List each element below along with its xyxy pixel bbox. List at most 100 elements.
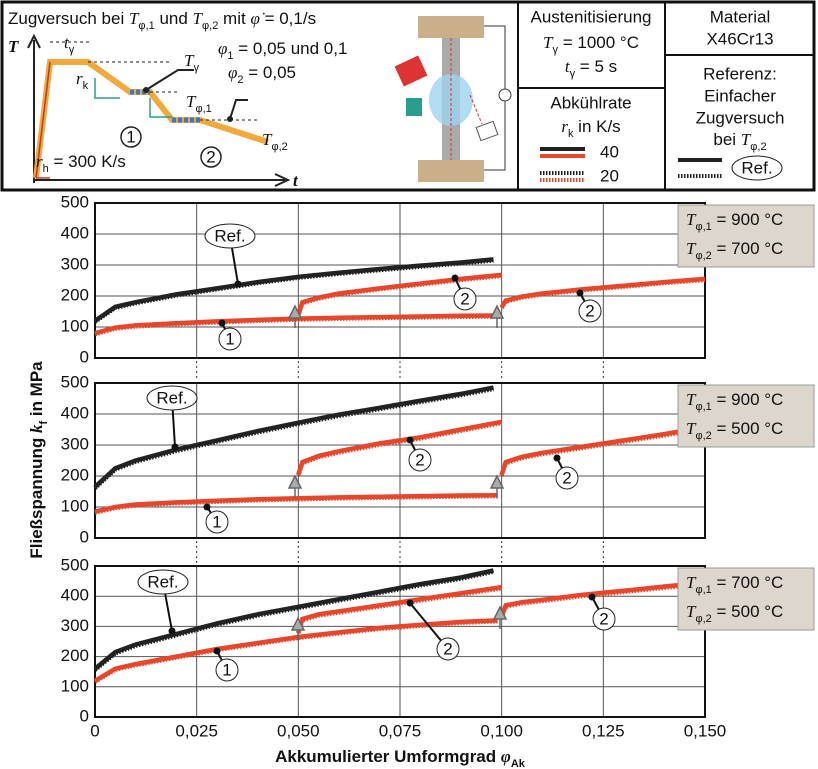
- text-part: φ: [218, 39, 227, 58]
- series-line: [94, 419, 706, 514]
- y-tick-label: 300: [61, 434, 89, 453]
- label-shape: [408, 448, 432, 472]
- text-part: = 0,05: [244, 63, 296, 82]
- text-part: h: [43, 163, 49, 175]
- label: 2: [206, 147, 215, 166]
- text-part: k: [27, 424, 46, 433]
- annotation: 2: [599, 609, 608, 628]
- machine: [394, 16, 512, 182]
- text-part: T: [686, 210, 697, 229]
- condition-box: [677, 384, 815, 448]
- text-part: T: [186, 92, 197, 111]
- text-part: = 0,05 und 0,1: [234, 39, 348, 58]
- text-part: t: [565, 57, 571, 76]
- text-part: T: [686, 419, 697, 438]
- text-part: φ,2: [202, 20, 218, 32]
- callout-dot: [588, 593, 596, 601]
- rich-text: Tφ,2: [262, 130, 288, 153]
- annotation: 2: [460, 289, 469, 308]
- rich-text: Tφ,1: [186, 92, 212, 115]
- label: X46Cr13: [706, 29, 773, 48]
- text-part: T: [8, 37, 19, 56]
- label-shape: [555, 466, 579, 490]
- text-part: = 500 °C: [712, 419, 784, 438]
- label-shape: [453, 287, 477, 311]
- jump-arrow: [290, 616, 306, 640]
- text-part: γ: [570, 68, 576, 80]
- y-tick-label: 500: [61, 555, 89, 574]
- callout-dot: [203, 503, 211, 511]
- jump-arrow: [287, 304, 303, 328]
- text-part: = 900 °C: [712, 390, 784, 409]
- rich-text: rk: [76, 69, 89, 92]
- annotation: 2: [415, 450, 424, 469]
- rich-text: Tφ,1 = 700 °C: [686, 573, 783, 596]
- y-tick-label: 0: [80, 706, 89, 725]
- text-part: Ak: [511, 758, 526, 769]
- annotation: 2: [562, 468, 571, 487]
- series-line: [93, 257, 494, 323]
- label-shape: [205, 510, 229, 534]
- jump-arrow: [489, 304, 505, 328]
- condition-box: [677, 204, 815, 268]
- label: Zugversuch: [696, 108, 785, 127]
- text-part: = 1000 °C: [558, 33, 639, 52]
- annotation: Ref.: [156, 388, 187, 407]
- rich-text: tγ = 5 s: [565, 57, 617, 80]
- schematic: [27, 33, 291, 187]
- label-shape: [592, 607, 616, 631]
- y-tick-label: 300: [61, 616, 89, 635]
- text-part: k: [83, 80, 89, 92]
- text-part: und: [155, 9, 193, 28]
- text-part: f: [38, 421, 50, 425]
- callout-dot: [218, 319, 226, 327]
- text-part: T: [686, 390, 697, 409]
- text-part: T: [262, 130, 273, 149]
- rich-text: φ2 = 0,05: [228, 63, 296, 86]
- y-tick-label: 200: [61, 285, 89, 304]
- rich-text: Tγ: [184, 51, 199, 74]
- text-part: = 700 °C: [712, 573, 784, 592]
- text-part: r: [76, 69, 83, 88]
- y-tick-label: 400: [61, 403, 89, 422]
- jump-arrow: [287, 474, 303, 498]
- callout-dot: [213, 647, 221, 655]
- rich-text: rk in K/s: [561, 117, 620, 140]
- text-part: φ,1: [195, 103, 211, 115]
- text-part: γ: [193, 62, 199, 74]
- label-shape: [578, 299, 602, 323]
- annotation: Ref.: [147, 572, 178, 591]
- x-tick-label: 0,050: [277, 721, 320, 740]
- text-part: φ,2: [695, 250, 711, 262]
- label: Austenitisierung: [531, 7, 652, 26]
- text-part: = 500 °C: [712, 602, 784, 621]
- text-part: in MPa: [27, 361, 46, 421]
- label: Material: [710, 7, 770, 26]
- header-frame: [0, 0, 816, 192]
- rich-text: Fließspannung kf in MPa: [27, 361, 50, 559]
- y-tick-label: 500: [61, 372, 89, 391]
- text-part: φ,1: [138, 20, 154, 32]
- rich-text: Tφ,2 = 500 °C: [686, 419, 783, 442]
- text-part: r: [561, 117, 568, 136]
- x-tick-label: 0,025: [175, 721, 218, 740]
- text-part: φ: [501, 747, 511, 766]
- text-part: 1: [227, 50, 233, 62]
- text-part: mit: [218, 9, 250, 28]
- label: 20: [600, 166, 619, 185]
- rich-text: rh = 300 K/s: [36, 152, 126, 175]
- callout-dot: [451, 274, 459, 282]
- text-part: = 300 K/s: [49, 152, 126, 171]
- text-part: in K/s: [573, 117, 620, 136]
- text-part: φ: [228, 63, 237, 82]
- plot-frame: [94, 565, 706, 718]
- annotation: 1: [212, 512, 221, 531]
- y-tick-label: 0: [80, 347, 89, 366]
- rich-text: tγ: [64, 33, 75, 56]
- label: Abkühlrate: [550, 93, 631, 112]
- annotation: 2: [585, 301, 594, 320]
- label: Ref.: [741, 158, 772, 177]
- callout-dot: [234, 280, 242, 288]
- text-part: r: [36, 152, 43, 171]
